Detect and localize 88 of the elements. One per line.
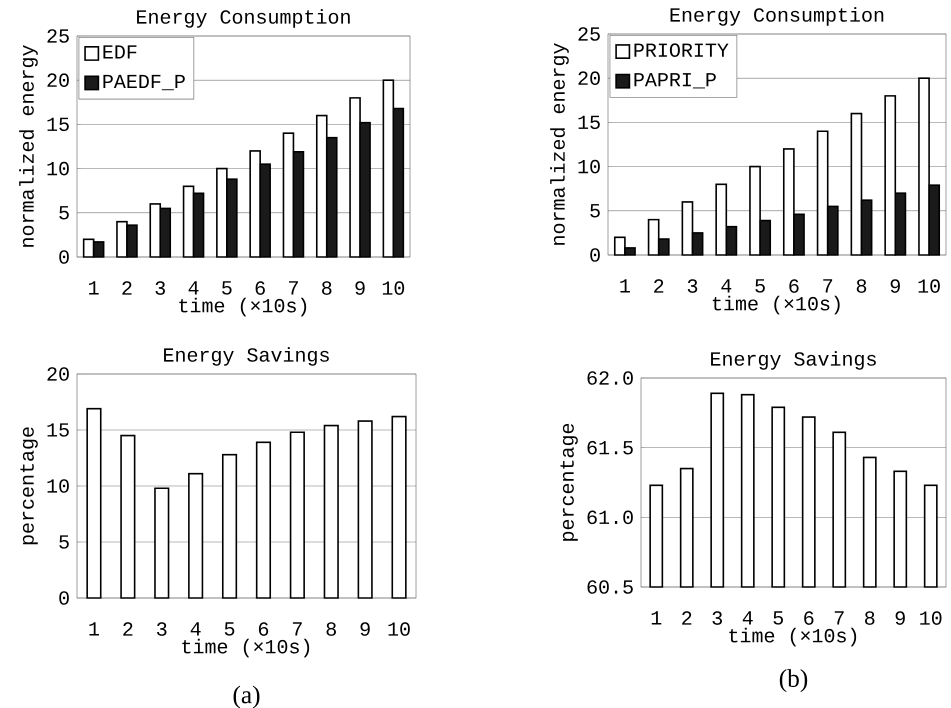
x-tick-label: 7 [823, 279, 832, 292]
legend-label: PAPRI_P [634, 73, 716, 88]
y-tick-label: 15 [48, 423, 69, 437]
x-tick-label: 3 [157, 622, 166, 636]
x-tick-label: 6 [789, 279, 799, 293]
x-tick-label: 9 [896, 611, 905, 625]
y-tick-label: 25 [47, 29, 69, 43]
x-tick-label: 5 [222, 281, 232, 295]
y-tick-label: 60.5 [588, 580, 633, 594]
y-tick-label: 0 [59, 591, 69, 605]
x-tick-label: 5 [755, 279, 765, 293]
x-tick-label: 1 [89, 622, 99, 636]
x-tick-label: 6 [256, 281, 265, 295]
y-tick-label: 5 [59, 535, 69, 549]
y-axis-title: normalized energy [19, 45, 38, 247]
x-tick-label: 5 [224, 622, 234, 636]
x-tick-label: 2 [123, 622, 132, 636]
x-tick-label: 4 [721, 279, 732, 292]
x-tick-label: 3 [156, 281, 165, 295]
bar [154, 487, 170, 599]
chart-title: Energy Savings [164, 347, 329, 366]
y-tick-label: 20 [578, 71, 600, 85]
x-tick-label: 2 [654, 279, 664, 293]
x-tick-label: 9 [355, 281, 365, 295]
y-tick-label: 25 [578, 27, 600, 41]
x-tick-label: 10 [918, 279, 940, 293]
y-tick-label: 15 [48, 118, 69, 132]
x-tick-label: 8 [326, 622, 336, 636]
x-tick-label: 1 [652, 611, 662, 624]
y-tick-label: 61.5 [588, 440, 633, 454]
y-tick-label: 61.0 [588, 510, 633, 524]
x-tick-label: 4 [742, 611, 753, 624]
y-tick-label: 5 [590, 204, 600, 218]
x-tick-label: 8 [856, 279, 866, 293]
chart-title: Energy Savings [711, 351, 876, 370]
y-tick-label: 10 [48, 479, 69, 493]
y-axis-title: percentage [560, 424, 578, 541]
x-tick-label: 2 [122, 281, 132, 295]
bar [324, 424, 339, 599]
x-tick-label: 3 [688, 279, 698, 293]
legend-label: PRIORITY [634, 43, 729, 57]
y-tick-label: 0 [59, 250, 69, 264]
y-tick-label: 20 [47, 73, 69, 87]
x-axis-title: time (×10s) [729, 628, 856, 646]
legend-label: EDF [103, 45, 136, 59]
x-axis-title: time (×10s) [712, 296, 840, 314]
x-tick-label: 8 [865, 611, 874, 625]
x-tick-label: 1 [620, 279, 630, 292]
bar [120, 434, 136, 599]
x-tick-label: 2 [682, 611, 692, 625]
bar [222, 454, 238, 599]
x-tick-label: 10 [382, 281, 404, 295]
bar [290, 431, 305, 599]
bar [188, 472, 204, 599]
chart-title: Energy Consumption [670, 7, 884, 26]
y-tick-label: 20 [47, 367, 69, 381]
x-axis-title: time (×10s) [179, 298, 306, 316]
y-tick-label: 5 [59, 206, 69, 220]
y-axis-title: normalized energy [550, 43, 569, 245]
y-tick-label: 10 [578, 160, 600, 174]
x-tick-label: 6 [804, 611, 814, 625]
y-tick-label: 15 [578, 116, 600, 130]
x-tick-label: 3 [712, 611, 722, 625]
bar [86, 408, 102, 599]
x-tick-label: 1 [89, 281, 99, 294]
y-tick-label: 0 [590, 248, 600, 262]
x-tick-label: 5 [774, 611, 783, 625]
x-tick-label: 10 [920, 611, 942, 625]
x-tick-label: 9 [360, 622, 370, 636]
y-axis-title: percentage [20, 427, 38, 544]
x-tick-label: 10 [388, 622, 410, 636]
bar [256, 442, 272, 599]
y-tick-label: 62.0 [588, 371, 633, 385]
x-tick-label: 7 [834, 611, 844, 624]
x-tick-label: 8 [322, 281, 332, 295]
x-tick-label: 9 [890, 279, 900, 293]
x-tick-label: 6 [258, 622, 268, 636]
y-tick-label: 10 [48, 162, 69, 176]
x-tick-label: 7 [292, 622, 302, 636]
bar [391, 416, 407, 599]
x-tick-label: 7 [289, 281, 298, 294]
x-axis-title: time (×10s) [182, 638, 310, 658]
chart-title: Energy Consumption [137, 9, 350, 28]
x-tick-label: 4 [188, 281, 199, 294]
bar [358, 420, 373, 599]
x-tick-label: 4 [190, 622, 201, 636]
text: (b) [780, 669, 808, 692]
legend-label: PAEDF_P [103, 74, 185, 90]
